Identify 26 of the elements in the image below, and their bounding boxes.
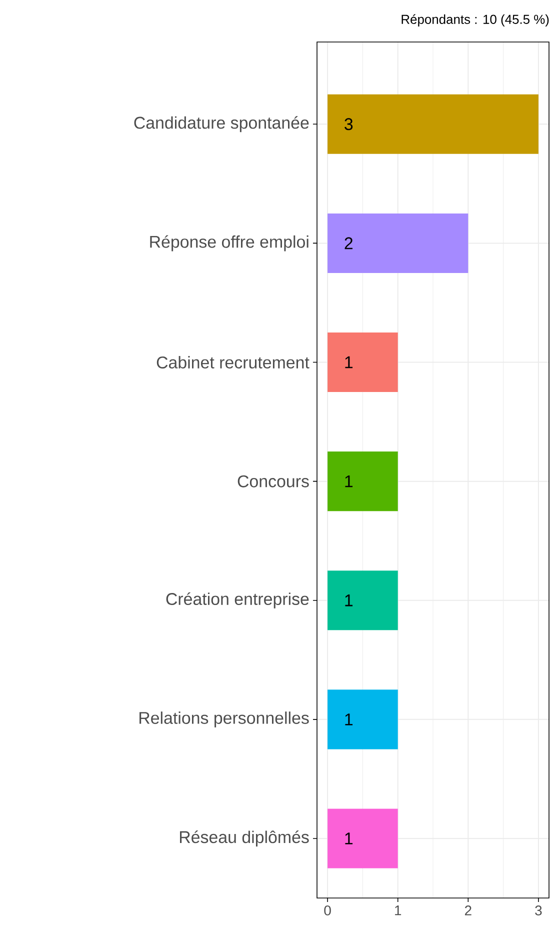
- bar: [328, 213, 468, 273]
- bar: [328, 94, 538, 154]
- bar: [328, 808, 398, 868]
- data-label: 1: [345, 356, 353, 368]
- x-tick-label: 1: [395, 906, 402, 916]
- data-label: 1: [345, 594, 353, 606]
- data-label: 1: [345, 475, 353, 488]
- bar: [328, 690, 398, 750]
- bar: [328, 570, 398, 630]
- x-tick-label: 0: [324, 906, 331, 916]
- bar: [328, 452, 398, 512]
- data-label: 1: [345, 832, 353, 844]
- data-label: 2: [344, 237, 352, 250]
- y-tick-label: Réseau diplômés: [180, 830, 309, 846]
- y-tick-label: Concours: [238, 475, 309, 488]
- x-tick-label: 3: [535, 906, 542, 916]
- y-tick-label: Création entreprise: [166, 592, 309, 608]
- y-tick-label: Candidature spontanée: [134, 116, 309, 132]
- chart-title: Répondants : 10 (45.5 %): [402, 14, 549, 27]
- y-tick-label: Cabinet recrutement: [156, 356, 310, 368]
- y-tick-label: Relations personnelles: [140, 712, 309, 728]
- bar: [328, 332, 398, 392]
- x-tick-label: 2: [464, 906, 472, 916]
- data-label: 3: [344, 118, 353, 130]
- y-tick-label: Réponse offre emploi: [150, 235, 308, 252]
- data-label: 1: [345, 714, 353, 726]
